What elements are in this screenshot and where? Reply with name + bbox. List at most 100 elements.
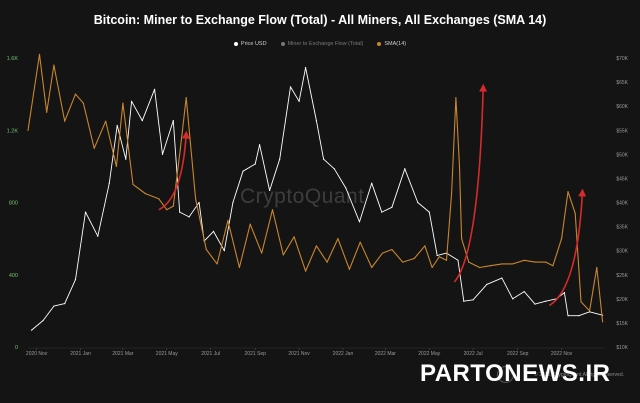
data-point-sma-14- bbox=[455, 97, 457, 99]
y-left-tick-label: 0 bbox=[15, 345, 18, 351]
y-right-tick-label: $25K bbox=[616, 273, 628, 279]
x-tick-label: 2022 Jan bbox=[333, 351, 354, 357]
data-point-sma-14- bbox=[391, 248, 393, 251]
data-point-price-usd bbox=[269, 189, 271, 192]
data-point-price-usd bbox=[563, 291, 566, 294]
data-point-price-usd bbox=[258, 144, 261, 146]
data-point-sma-14- bbox=[359, 241, 361, 243]
data-point-sma-14- bbox=[326, 261, 328, 263]
data-point-sma-14- bbox=[227, 219, 229, 222]
data-point-price-usd bbox=[304, 67, 307, 69]
x-tick-label: 2021 Jul bbox=[201, 351, 220, 357]
series-line-sma-14- bbox=[27, 53, 604, 322]
data-point-sma-14- bbox=[53, 64, 55, 66]
data-point-price-usd bbox=[172, 120, 174, 122]
data-point-price-usd bbox=[381, 211, 383, 213]
data-point-price-usd bbox=[108, 182, 110, 184]
data-point-sma-14- bbox=[545, 261, 547, 263]
data-point-sma-14- bbox=[315, 245, 317, 247]
legend-swatch-flow bbox=[280, 42, 285, 46]
data-point-price-usd bbox=[97, 235, 99, 237]
data-point-sma-14- bbox=[238, 266, 241, 269]
data-point-sma-14- bbox=[261, 252, 263, 254]
x-tick-label: 2021 Nov bbox=[288, 351, 310, 357]
data-point-price-usd bbox=[232, 201, 234, 204]
data-point-sma-14- bbox=[580, 301, 582, 303]
data-point-price-usd bbox=[53, 305, 55, 307]
legend-item-sma[interactable]: SMA(14) bbox=[377, 41, 406, 47]
data-point-price-usd bbox=[198, 201, 200, 204]
y-right-tick-label: $60K bbox=[616, 104, 628, 110]
x-tick-label: 2022 Mar bbox=[375, 351, 396, 357]
y-right-tick-label: $40K bbox=[616, 201, 628, 207]
chart-title: Bitcoin: Miner to Exchange Flow (Total) … bbox=[93, 13, 547, 27]
data-point-price-usd bbox=[161, 153, 164, 155]
data-point-sma-14- bbox=[282, 254, 284, 256]
y-left-tick-label: 1.6K bbox=[7, 56, 19, 62]
legend-label-sma: SMA(14) bbox=[384, 41, 407, 47]
data-point-sma-14- bbox=[589, 310, 591, 312]
y-right-tick-label: $10K bbox=[616, 345, 628, 351]
annotation-arrow bbox=[548, 188, 587, 307]
y-left-tick-label: 1.2K bbox=[7, 128, 19, 134]
data-point-sma-14- bbox=[249, 223, 251, 225]
data-point-price-usd bbox=[74, 278, 77, 281]
series-line-price-usd bbox=[31, 67, 603, 331]
y-right-tick-label: $70K bbox=[616, 56, 628, 62]
data-point-price-usd bbox=[179, 211, 181, 213]
y-left-tick-label: 800 bbox=[9, 201, 18, 207]
data-point-price-usd bbox=[578, 315, 580, 317]
data-point-price-usd bbox=[463, 300, 465, 302]
data-point-sma-14- bbox=[205, 248, 207, 251]
data-point-sma-14- bbox=[413, 257, 415, 260]
data-point-price-usd bbox=[345, 187, 347, 189]
data-point-sma-14- bbox=[304, 270, 307, 272]
data-point-sma-14- bbox=[293, 236, 295, 238]
annotation-arrow bbox=[158, 130, 190, 211]
data-point-sma-14- bbox=[271, 209, 274, 211]
data-point-price-usd bbox=[358, 221, 361, 223]
data-point-sma-14- bbox=[431, 266, 433, 269]
data-point-sma-14- bbox=[534, 261, 536, 263]
data-point-sma-14- bbox=[523, 259, 525, 261]
data-point-sma-14- bbox=[194, 198, 197, 200]
data-point-sma-14- bbox=[82, 102, 84, 104]
data-point-sma-14- bbox=[115, 165, 118, 167]
data-point-sma-14- bbox=[38, 53, 41, 55]
data-point-price-usd bbox=[153, 88, 156, 90]
legend-swatch-price bbox=[233, 42, 238, 46]
data-point-sma-14- bbox=[574, 212, 576, 214]
data-point-price-usd bbox=[298, 100, 300, 102]
data-point-price-usd bbox=[141, 120, 143, 122]
data-point-sma-14- bbox=[512, 263, 514, 265]
data-point-sma-14- bbox=[458, 165, 461, 167]
data-point-price-usd bbox=[84, 211, 87, 213]
data-point-price-usd bbox=[223, 250, 225, 252]
legend-item-price[interactable]: Price USD bbox=[233, 41, 267, 47]
data-point-price-usd bbox=[567, 315, 569, 317]
watermark-text: CryptoQuant bbox=[240, 185, 365, 208]
data-point-price-usd bbox=[486, 283, 488, 285]
data-point-price-usd bbox=[371, 182, 373, 184]
data-point-sma-14- bbox=[445, 259, 448, 261]
x-tick-label: 2020 Nov bbox=[26, 351, 48, 357]
data-point-price-usd bbox=[322, 158, 325, 160]
data-point-sma-14- bbox=[337, 238, 339, 240]
data-point-sma-14- bbox=[596, 266, 598, 269]
y-right-tick-label: $50K bbox=[616, 152, 628, 158]
legend-label-flow: Miner to Exchange Flow (Total) bbox=[287, 41, 364, 47]
data-point-sma-14- bbox=[461, 238, 463, 240]
data-point-price-usd bbox=[130, 100, 133, 102]
y-right-tick-label: $65K bbox=[616, 80, 628, 86]
x-tick-label: 2022 Jul bbox=[464, 351, 483, 357]
data-point-price-usd bbox=[212, 230, 215, 232]
data-point-price-usd bbox=[472, 299, 474, 301]
legend-item-flow[interactable]: Miner to Exchange Flow (Total) bbox=[280, 41, 364, 47]
data-point-sma-14- bbox=[424, 245, 426, 247]
y-right-tick-label: $20K bbox=[616, 297, 628, 303]
data-point-sma-14- bbox=[489, 265, 491, 267]
data-point-price-usd bbox=[279, 158, 281, 160]
data-point-price-usd bbox=[242, 170, 244, 172]
legend-label-price: Price USD bbox=[240, 41, 267, 47]
